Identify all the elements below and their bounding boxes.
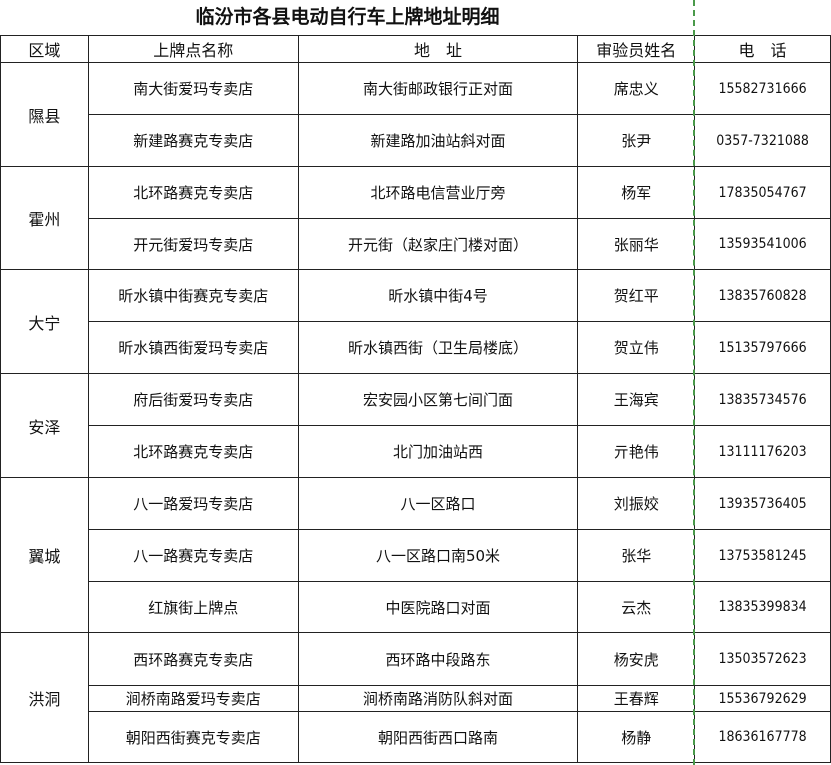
registration-table: 区域 上牌点名称 地 址 审验员姓名 电 话 隰县 南大街爱玛专卖店 南大街邮政银行…: [0, 35, 831, 763]
region-cell[interactable]: 隰县: [0, 62, 89, 167]
table-row: 八一路赛克专卖店 八一区路口南50米 张华 13753581245: [1, 529, 831, 582]
address-cell[interactable]: 涧桥南路消防队斜对面: [297, 685, 579, 712]
address-cell[interactable]: 新建路加油站斜对面: [297, 114, 579, 167]
table-row: 新建路赛克专卖店 新建路加油站斜对面 张尹 0357-7321088: [1, 114, 831, 167]
phone-cell[interactable]: 15582731666: [694, 62, 831, 115]
shop-name-cell[interactable]: 南大街爱玛专卖店: [87, 62, 299, 115]
table-row: 洪洞 西环路赛克专卖店 西环路中段路东 杨安虎 13503572623: [0, 632, 831, 763]
phone-cell[interactable]: 13835734576: [694, 373, 831, 426]
table-row: 开元街爱玛专卖店 开元街（赵家庄门楼对面） 张丽华 13593541006: [1, 218, 831, 270]
header-phone[interactable]: 电 话: [694, 35, 831, 63]
phone-cell[interactable]: 13835760828: [694, 269, 831, 322]
header-address[interactable]: 地 址: [297, 35, 579, 63]
address-cell[interactable]: 中医院路口对面: [297, 581, 579, 633]
phone-cell[interactable]: 13111176203: [694, 425, 831, 478]
shop-name-cell[interactable]: 府后街爱玛专卖店: [87, 373, 299, 426]
inspector-cell[interactable]: 张丽华: [577, 218, 696, 270]
inspector-cell[interactable]: 刘振姣: [577, 477, 696, 530]
shop-name-cell[interactable]: 涧桥南路爱玛专卖店: [87, 685, 299, 712]
address-cell[interactable]: 昕水镇中街4号: [297, 269, 579, 322]
shop-name-cell[interactable]: 朝阳西街赛克专卖店: [87, 711, 299, 763]
region-cell[interactable]: 洪洞: [0, 632, 89, 763]
phone-cell[interactable]: 13835399834: [694, 581, 831, 633]
region-cell[interactable]: 大宁: [0, 269, 89, 374]
table-row: 昕水镇西街爱玛专卖店 昕水镇西街（卫生局楼底） 贺立伟 15135797666: [1, 321, 831, 374]
table-row: 朝阳西街赛克专卖店 朝阳西街西口路南 杨静 18636167778: [1, 711, 831, 763]
table-row: 安泽 府后街爱玛专卖店 宏安园小区第七间门面 王海宾 13835734576: [0, 373, 831, 478]
shop-name-cell[interactable]: 开元街爱玛专卖店: [87, 218, 299, 270]
address-cell[interactable]: 朝阳西街西口路南: [297, 711, 579, 763]
phone-cell[interactable]: 15135797666: [694, 321, 831, 374]
shop-name-cell[interactable]: 新建路赛克专卖店: [87, 114, 299, 167]
phone-cell[interactable]: 0357-7321088: [694, 114, 831, 167]
inspector-cell[interactable]: 张华: [577, 529, 696, 582]
table-row: 涧桥南路爱玛专卖店 涧桥南路消防队斜对面 王春辉 15536792629: [1, 685, 831, 712]
address-cell[interactable]: 八一区路口南50米: [297, 529, 579, 582]
address-cell[interactable]: 八一区路口: [297, 477, 579, 530]
shop-name-cell[interactable]: 红旗街上牌点: [87, 581, 299, 633]
phone-cell[interactable]: 18636167778: [694, 711, 831, 763]
phone-cell[interactable]: 13753581245: [694, 529, 831, 582]
inspector-cell[interactable]: 王春辉: [577, 685, 696, 712]
region-cell[interactable]: 翼城: [0, 477, 89, 633]
table-row: 红旗街上牌点 中医院路口对面 云杰 13835399834: [1, 581, 831, 633]
inspector-cell[interactable]: 杨静: [577, 711, 696, 763]
header-name[interactable]: 上牌点名称: [87, 35, 299, 63]
inspector-cell[interactable]: 亓艳伟: [577, 425, 696, 478]
phone-cell[interactable]: 13503572623: [694, 632, 831, 686]
table-row: 大宁 昕水镇中街赛克专卖店 昕水镇中街4号 贺红平 13835760828: [0, 269, 831, 374]
page-break-line: [693, 0, 695, 765]
inspector-cell[interactable]: 杨安虎: [577, 632, 696, 686]
table-row: 北环路赛克专卖店 北门加油站西 亓艳伟 13111176203: [1, 425, 831, 478]
address-cell[interactable]: 西环路中段路东: [297, 632, 579, 686]
shop-name-cell[interactable]: 北环路赛克专卖店: [87, 166, 299, 219]
header-region[interactable]: 区域: [0, 35, 89, 63]
shop-name-cell[interactable]: 西环路赛克专卖店: [87, 632, 299, 686]
shop-name-cell[interactable]: 八一路爱玛专卖店: [87, 477, 299, 530]
header-inspector[interactable]: 审验员姓名: [577, 35, 696, 63]
shop-name-cell[interactable]: 北环路赛克专卖店: [87, 425, 299, 478]
phone-cell[interactable]: 17835054767: [694, 166, 831, 219]
address-cell[interactable]: 北门加油站西: [297, 425, 579, 478]
inspector-cell[interactable]: 贺红平: [577, 269, 696, 322]
address-cell[interactable]: 北环路电信营业厅旁: [297, 166, 579, 219]
address-cell[interactable]: 南大街邮政银行正对面: [297, 62, 579, 115]
phone-cell[interactable]: 13593541006: [694, 218, 831, 270]
sheet-title: 临汾市各县电动自行车上牌地址明细: [195, 6, 500, 28]
inspector-cell[interactable]: 王海宾: [577, 373, 696, 426]
shop-name-cell[interactable]: 八一路赛克专卖店: [87, 529, 299, 582]
shop-name-cell[interactable]: 昕水镇西街爱玛专卖店: [87, 321, 299, 374]
region-cell[interactable]: 安泽: [0, 373, 89, 478]
address-cell[interactable]: 宏安园小区第七间门面: [297, 373, 579, 426]
shop-name-cell[interactable]: 昕水镇中街赛克专卖店: [87, 269, 299, 322]
inspector-cell[interactable]: 贺立伟: [577, 321, 696, 374]
inspector-cell[interactable]: 杨军: [577, 166, 696, 219]
table-row: 翼城 八一路爱玛专卖店 八一区路口 刘振姣 13935736405: [0, 477, 831, 633]
header-row: 区域 上牌点名称 地 址 审验员姓名 电 话: [0, 35, 831, 63]
table-row: 霍州 北环路赛克专卖店 北环路电信营业厅旁 杨军 17835054767: [0, 166, 831, 270]
table-row: 隰县 南大街爱玛专卖店 南大街邮政银行正对面 席忠义 15582731666: [0, 62, 831, 167]
region-cell[interactable]: 霍州: [0, 166, 89, 270]
inspector-cell[interactable]: 席忠义: [577, 62, 696, 115]
phone-cell[interactable]: 15536792629: [694, 685, 831, 712]
inspector-cell[interactable]: 云杰: [577, 581, 696, 633]
inspector-cell[interactable]: 张尹: [577, 114, 696, 167]
address-cell[interactable]: 开元街（赵家庄门楼对面）: [297, 218, 579, 270]
address-cell[interactable]: 昕水镇西街（卫生局楼底）: [297, 321, 579, 374]
phone-cell[interactable]: 13935736405: [694, 477, 831, 530]
